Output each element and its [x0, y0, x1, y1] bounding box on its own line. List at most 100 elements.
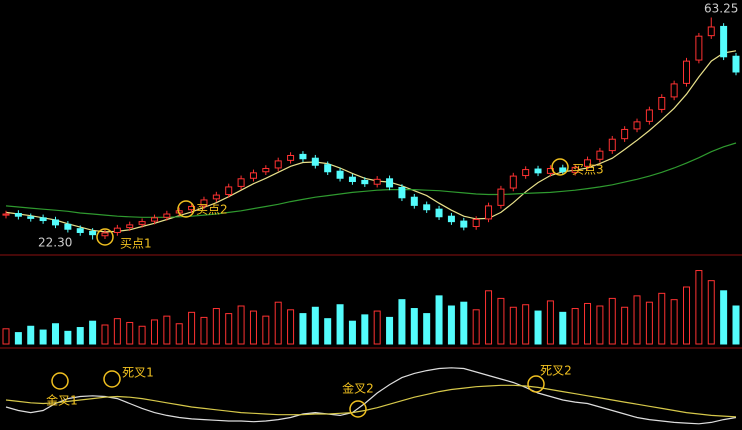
volume-bar	[89, 320, 97, 345]
volume-bar	[188, 311, 196, 345]
candle-body	[237, 178, 245, 187]
volume-bar	[608, 297, 616, 345]
volume-bar	[435, 295, 443, 345]
candle-body	[596, 150, 604, 160]
candle-body	[683, 60, 691, 84]
candle-body	[163, 213, 171, 218]
volume-bar	[460, 301, 468, 345]
candle-body	[460, 220, 468, 228]
volume-bar	[262, 315, 270, 345]
candle-body	[150, 217, 158, 222]
volume-bar	[683, 286, 691, 345]
candle-body	[608, 138, 616, 152]
candle-body	[299, 153, 307, 160]
candle-body	[621, 128, 629, 140]
volume-bar	[361, 314, 369, 345]
candle-body	[559, 167, 567, 173]
annotation-label: 死叉1	[122, 366, 154, 380]
volume-bar	[596, 305, 604, 345]
line-series	[5, 384, 737, 418]
candle-body	[472, 218, 480, 228]
candle-body	[584, 159, 592, 167]
candle-body	[76, 228, 84, 233]
annotation-circle	[349, 400, 367, 418]
candle-body	[497, 188, 505, 206]
volume-bar	[126, 321, 134, 345]
volume-bar	[707, 280, 715, 345]
price-label: 63.25	[704, 2, 738, 16]
volume-bar	[621, 306, 629, 345]
volume-bar	[336, 304, 344, 345]
volume-bar	[113, 318, 121, 345]
candle-body	[262, 167, 270, 173]
line-series	[5, 50, 737, 233]
candle-body	[64, 223, 72, 230]
candle-body	[274, 160, 282, 169]
candle-body	[435, 208, 443, 218]
line-series	[5, 142, 737, 218]
annotation-label: 金叉1	[46, 393, 78, 408]
annotation-label: 死叉2	[540, 364, 572, 378]
candle-body	[249, 172, 257, 179]
volume-bar	[27, 325, 35, 345]
volume-bar	[497, 297, 505, 345]
candle-body	[361, 179, 369, 185]
candle-body	[670, 83, 678, 98]
candle-body	[732, 55, 740, 73]
candle-body	[571, 166, 579, 173]
volume-bar	[571, 308, 579, 345]
volume-bar	[14, 332, 22, 345]
line-series	[5, 367, 737, 425]
volume-bar	[150, 319, 158, 345]
annotation-circle	[177, 200, 195, 218]
annotation-label: 金叉2	[342, 381, 374, 396]
candle-body	[534, 168, 542, 174]
volume-bar	[249, 310, 257, 345]
volume-bar	[472, 309, 480, 345]
volume-bar	[2, 328, 10, 345]
volume-bar	[559, 311, 567, 345]
candle-body	[398, 186, 406, 199]
candle-body	[447, 215, 455, 223]
volume-bar	[324, 318, 332, 345]
candle-body	[225, 186, 233, 196]
annotation-label: 买点2	[196, 203, 228, 217]
volume-bar	[386, 316, 394, 345]
volume-bar	[509, 306, 517, 345]
candle-body	[51, 219, 59, 226]
volume-bar	[447, 305, 455, 345]
candle-body	[200, 199, 208, 207]
volume-bar	[732, 305, 740, 345]
annotation-circle	[51, 372, 69, 390]
candle-body	[509, 175, 517, 189]
annotation-circle	[96, 228, 114, 246]
volume-bar	[64, 330, 72, 345]
volume-bar	[348, 320, 356, 345]
candle-body	[522, 169, 530, 177]
candle-body	[2, 213, 10, 216]
candle-body	[633, 121, 641, 130]
candle-body	[410, 196, 418, 206]
candle-body	[126, 224, 134, 229]
candle-body	[695, 35, 703, 61]
volume-bar	[287, 309, 295, 345]
candle-body	[212, 194, 220, 200]
volume-bar	[237, 305, 245, 345]
candle-body	[89, 230, 97, 236]
candle-body	[324, 164, 332, 173]
volume-bar	[373, 310, 381, 345]
volume-bar	[670, 299, 678, 345]
volume-bar	[101, 324, 109, 345]
candle-body	[311, 157, 319, 166]
candle-body	[423, 204, 431, 211]
candle-body	[113, 227, 121, 233]
volume-bar	[584, 302, 592, 345]
candle-body	[336, 170, 344, 179]
candle-body	[14, 213, 22, 217]
volume-bar	[76, 327, 84, 345]
volume-bar	[633, 295, 641, 345]
candle-body	[645, 109, 653, 122]
volume-bar	[485, 290, 493, 345]
volume-bar	[138, 325, 146, 345]
candle-body	[39, 217, 47, 222]
